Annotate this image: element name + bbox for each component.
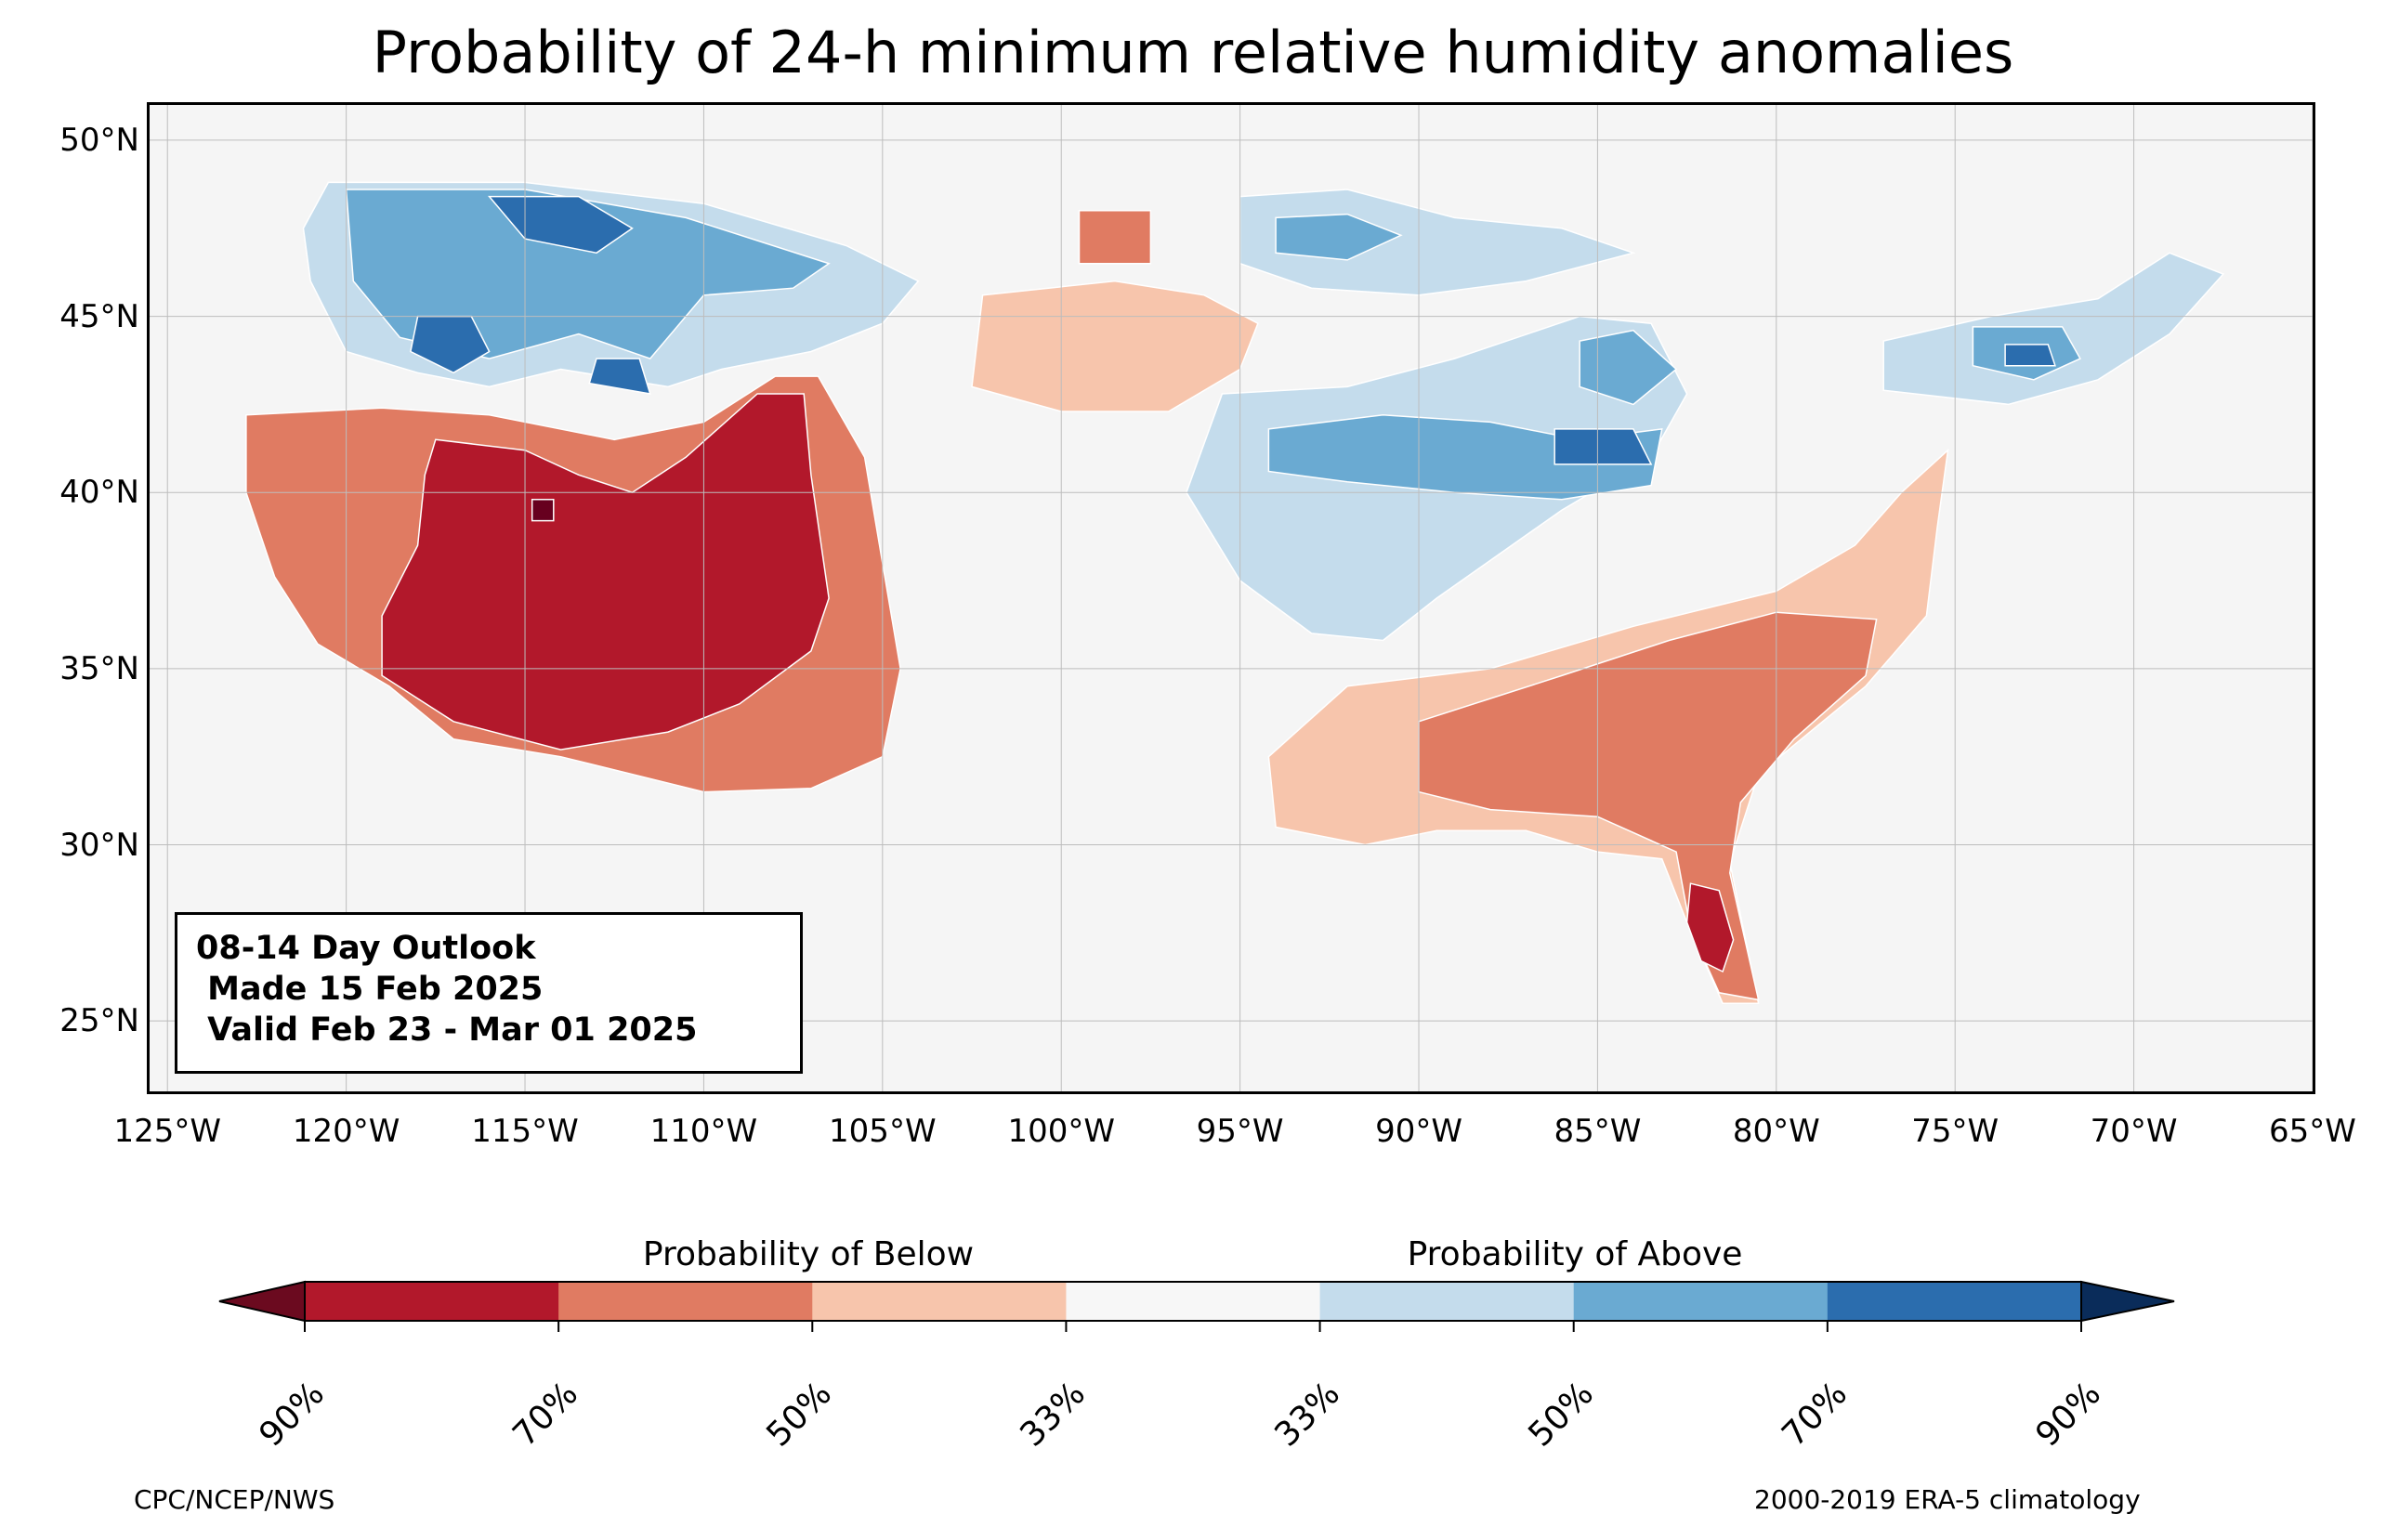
- colorbar-segment: [305, 1282, 559, 1321]
- longitude-label: 125°W: [113, 1113, 221, 1150]
- colorbar-tick-label: 33%: [1266, 1375, 1347, 1455]
- footer-source: CPC/NCEP/NWS: [134, 1484, 335, 1515]
- footer-climatology: 2000-2019 ERA-5 climatology: [1754, 1484, 2141, 1515]
- colorbar-segment: [558, 1282, 813, 1321]
- colorbar-extend-high: [2080, 1280, 2175, 1323]
- chart-title: Probability of 24-h minimum relative hum…: [372, 19, 2014, 86]
- colorbar-tick-label: 70%: [505, 1375, 586, 1455]
- latitude-label: 30°N: [59, 826, 139, 864]
- probability-regions: [245, 181, 2225, 1004]
- region-below-50: [1078, 210, 1152, 265]
- region-below-90: [531, 499, 555, 522]
- outlook-made-date: Made 15 Feb 2025: [196, 971, 544, 1008]
- longitude-label: 80°W: [1732, 1113, 1820, 1150]
- colorbar-tick-label: 50%: [1521, 1375, 1601, 1455]
- region-above-50: [1267, 414, 1663, 501]
- colorbar-tick-label: 33%: [1013, 1375, 1094, 1455]
- latitude-label: 35°N: [59, 649, 139, 687]
- latitude-label: 45°N: [59, 297, 139, 335]
- colorbar-tick-label: 70%: [1775, 1375, 1855, 1455]
- colorbar-tick-label: 50%: [759, 1375, 840, 1455]
- longitude-label: 90°W: [1375, 1113, 1462, 1150]
- colorbar-below-heading: Probability of Below: [642, 1235, 975, 1273]
- colorbar-outline: [304, 1281, 2082, 1322]
- longitude-label: 85°W: [1554, 1113, 1642, 1150]
- colorbar-above-heading: Probability of Above: [1407, 1235, 1743, 1273]
- longitude-label: 95°W: [1196, 1113, 1284, 1150]
- latitude-label: 25°N: [59, 1002, 139, 1040]
- longitude-label: 110°W: [649, 1113, 758, 1150]
- region-above-70: [2004, 344, 2056, 367]
- longitude-label: 105°W: [829, 1113, 937, 1150]
- region-below-50: [1418, 611, 1878, 1001]
- region-below-70: [1685, 882, 1735, 973]
- outlook-info-box: 08-14 Day Outlook Made 15 Feb 2025 Valid…: [175, 912, 803, 1074]
- colorbar: [218, 1280, 2175, 1332]
- longitude-label: 115°W: [471, 1113, 579, 1150]
- longitude-label: 75°W: [1911, 1113, 1999, 1150]
- colorbar-segment: [1319, 1282, 1575, 1321]
- colorbar-extend-low: [218, 1280, 306, 1323]
- region-above-50: [1579, 329, 1678, 406]
- latitude-label: 50°N: [59, 121, 139, 159]
- region-above-70: [588, 358, 651, 395]
- longitude-label: 65°W: [2269, 1113, 2356, 1150]
- region-below-33: [971, 280, 1259, 412]
- longitude-label: 70°W: [2090, 1113, 2178, 1150]
- colorbar-tick-label: 90%: [252, 1375, 332, 1455]
- region-above-50: [1275, 213, 1403, 261]
- map-canvas: [150, 105, 2313, 1091]
- colorbar-segment: [812, 1282, 1067, 1321]
- latitude-label: 40°N: [59, 474, 139, 512]
- region-above-70: [1554, 428, 1653, 465]
- colorbar-tick-label: 90%: [2028, 1375, 2108, 1455]
- colorbar-segment: [1573, 1282, 1829, 1321]
- colorbar-segment: [1827, 1282, 2082, 1321]
- longitude-label: 120°W: [292, 1113, 400, 1150]
- colorbar-segment: [1066, 1282, 1321, 1321]
- outlook-period: 08-14 Day Outlook: [196, 930, 536, 967]
- longitude-label: 100°W: [1007, 1113, 1115, 1150]
- outlook-valid-dates: Valid Feb 23 - Mar 01 2025: [196, 1011, 698, 1049]
